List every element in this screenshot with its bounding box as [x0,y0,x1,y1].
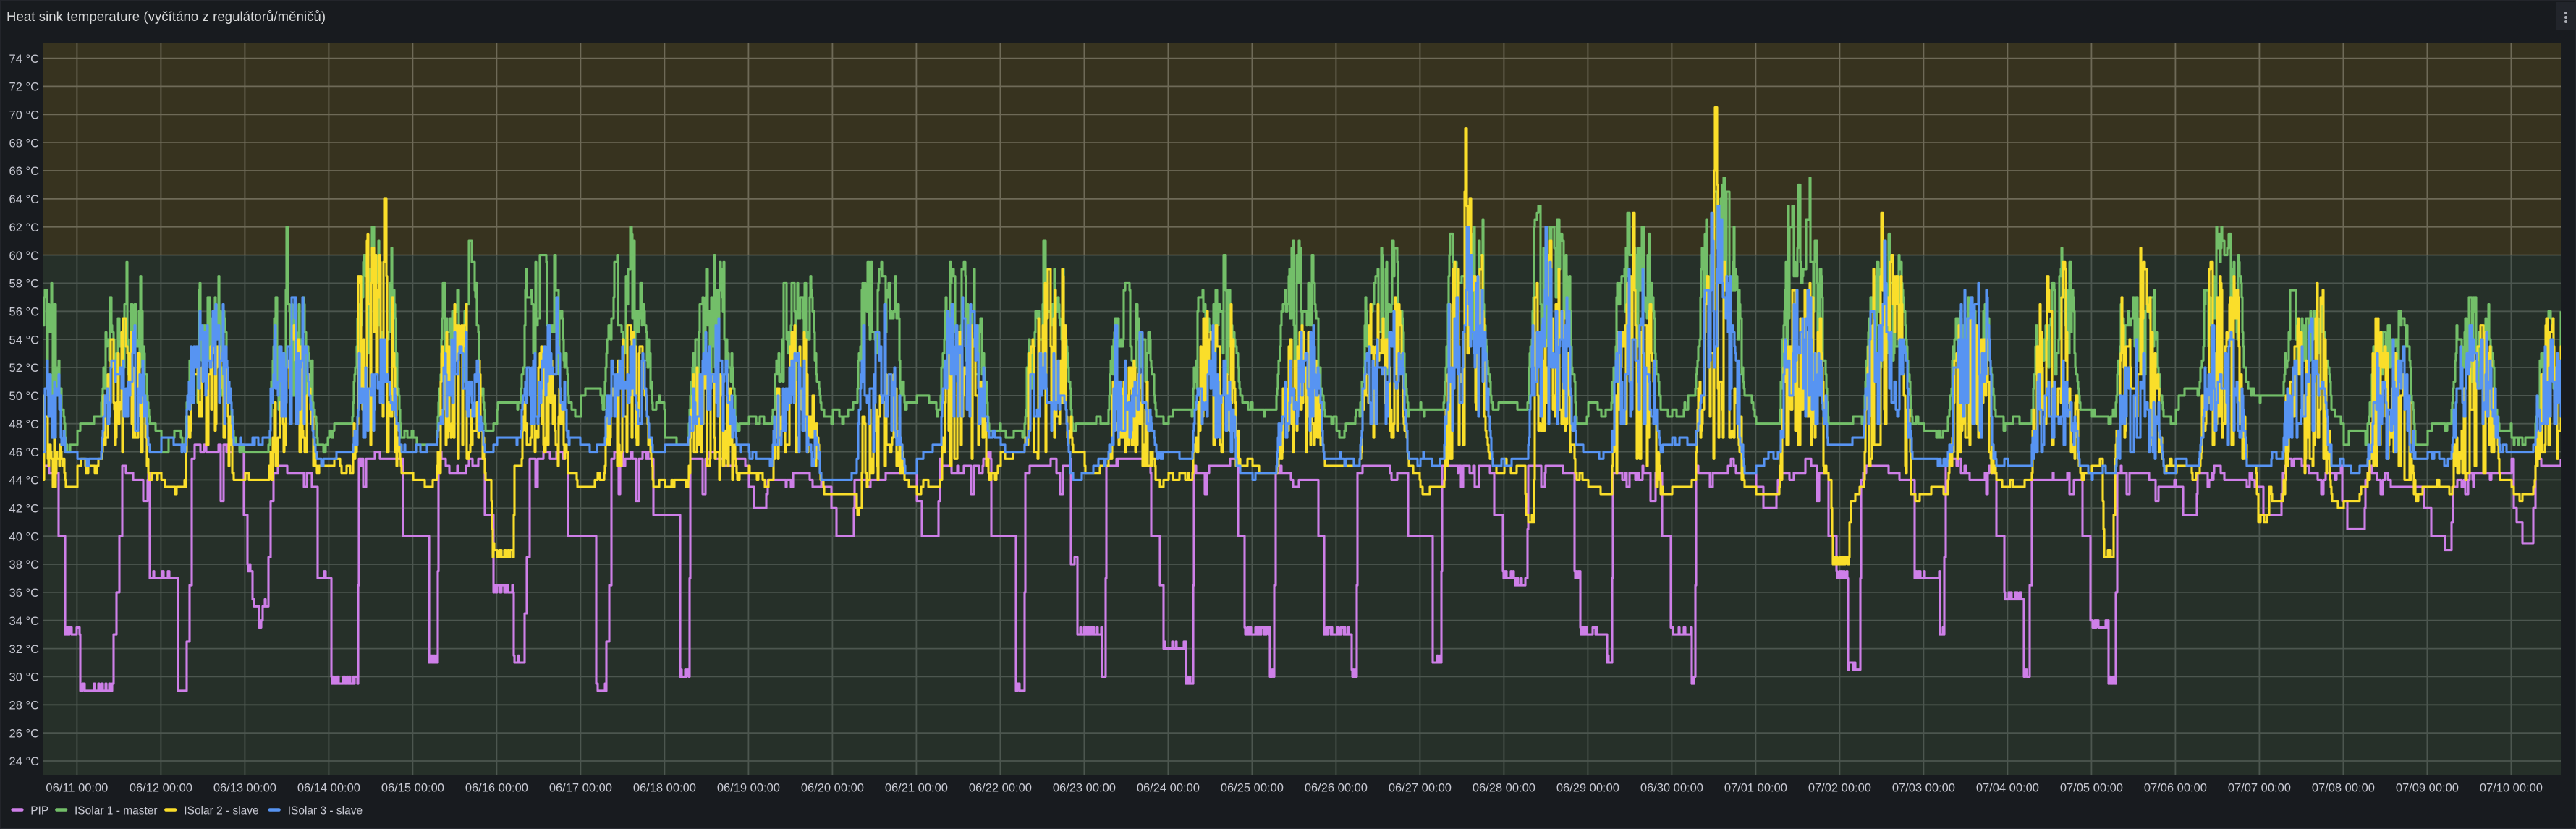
svg-text:68 °C: 68 °C [9,137,40,150]
svg-text:72 °C: 72 °C [9,81,40,94]
svg-text:07/05 00:00: 07/05 00:00 [2060,782,2123,795]
svg-text:06/29 00:00: 06/29 00:00 [1556,782,1619,795]
svg-text:40 °C: 40 °C [9,530,40,543]
svg-text:06/15 00:00: 06/15 00:00 [381,782,444,795]
svg-text:70 °C: 70 °C [9,109,40,122]
svg-text:06/25 00:00: 06/25 00:00 [1221,782,1284,795]
svg-text:07/04 00:00: 07/04 00:00 [1976,782,2039,795]
svg-text:07/02 00:00: 07/02 00:00 [1808,782,1871,795]
svg-text:42 °C: 42 °C [9,503,40,516]
svg-text:44 °C: 44 °C [9,475,40,488]
svg-text:07/06 00:00: 07/06 00:00 [2144,782,2207,795]
svg-text:06/18 00:00: 06/18 00:00 [633,782,696,795]
svg-text:06/12 00:00: 06/12 00:00 [130,782,192,795]
svg-text:30 °C: 30 °C [9,671,40,684]
svg-text:07/09 00:00: 07/09 00:00 [2396,782,2459,795]
svg-text:50 °C: 50 °C [9,390,40,403]
svg-text:06/21 00:00: 06/21 00:00 [885,782,948,795]
svg-text:07/10 00:00: 07/10 00:00 [2480,782,2543,795]
svg-text:06/23 00:00: 06/23 00:00 [1053,782,1116,795]
svg-text:62 °C: 62 °C [9,221,40,234]
svg-text:52 °C: 52 °C [9,362,40,375]
svg-text:06/30 00:00: 06/30 00:00 [1640,782,1703,795]
svg-text:06/17 00:00: 06/17 00:00 [549,782,612,795]
svg-text:66 °C: 66 °C [9,165,40,178]
svg-text:06/28 00:00: 06/28 00:00 [1473,782,1535,795]
svg-text:PIP: PIP [30,804,48,817]
svg-text:58 °C: 58 °C [9,278,40,291]
svg-text:24 °C: 24 °C [9,755,40,768]
svg-text:64 °C: 64 °C [9,193,40,206]
svg-text:32 °C: 32 °C [9,643,40,656]
svg-text:06/26 00:00: 06/26 00:00 [1305,782,1368,795]
svg-text:48 °C: 48 °C [9,418,40,431]
svg-text:36 °C: 36 °C [9,587,40,600]
svg-text:07/08 00:00: 07/08 00:00 [2312,782,2375,795]
svg-text:06/27 00:00: 06/27 00:00 [1389,782,1452,795]
svg-text:06/11 00:00: 06/11 00:00 [46,782,108,795]
svg-text:46 °C: 46 °C [9,446,40,459]
svg-text:07/01 00:00: 07/01 00:00 [1724,782,1787,795]
svg-text:26 °C: 26 °C [9,727,40,740]
svg-text:38 °C: 38 °C [9,558,40,571]
svg-text:06/13 00:00: 06/13 00:00 [213,782,276,795]
svg-text:06/22 00:00: 06/22 00:00 [969,782,1032,795]
svg-text:06/19 00:00: 06/19 00:00 [717,782,780,795]
svg-text:74 °C: 74 °C [9,53,40,66]
svg-text:28 °C: 28 °C [9,700,40,713]
svg-text:07/07 00:00: 07/07 00:00 [2228,782,2291,795]
svg-text:34 °C: 34 °C [9,615,40,628]
svg-text:56 °C: 56 °C [9,306,40,319]
svg-text:07/03 00:00: 07/03 00:00 [1892,782,1955,795]
svg-text:ISolar 2 - slave: ISolar 2 - slave [184,804,258,817]
svg-text:ISolar 3 - slave: ISolar 3 - slave [288,804,363,817]
svg-text:60 °C: 60 °C [9,250,40,263]
svg-text:06/16 00:00: 06/16 00:00 [465,782,528,795]
svg-text:ISolar 1 - master: ISolar 1 - master [75,804,158,817]
svg-text:54 °C: 54 °C [9,333,40,347]
svg-text:06/14 00:00: 06/14 00:00 [297,782,360,795]
svg-text:06/24 00:00: 06/24 00:00 [1137,782,1200,795]
svg-text:06/20 00:00: 06/20 00:00 [801,782,864,795]
